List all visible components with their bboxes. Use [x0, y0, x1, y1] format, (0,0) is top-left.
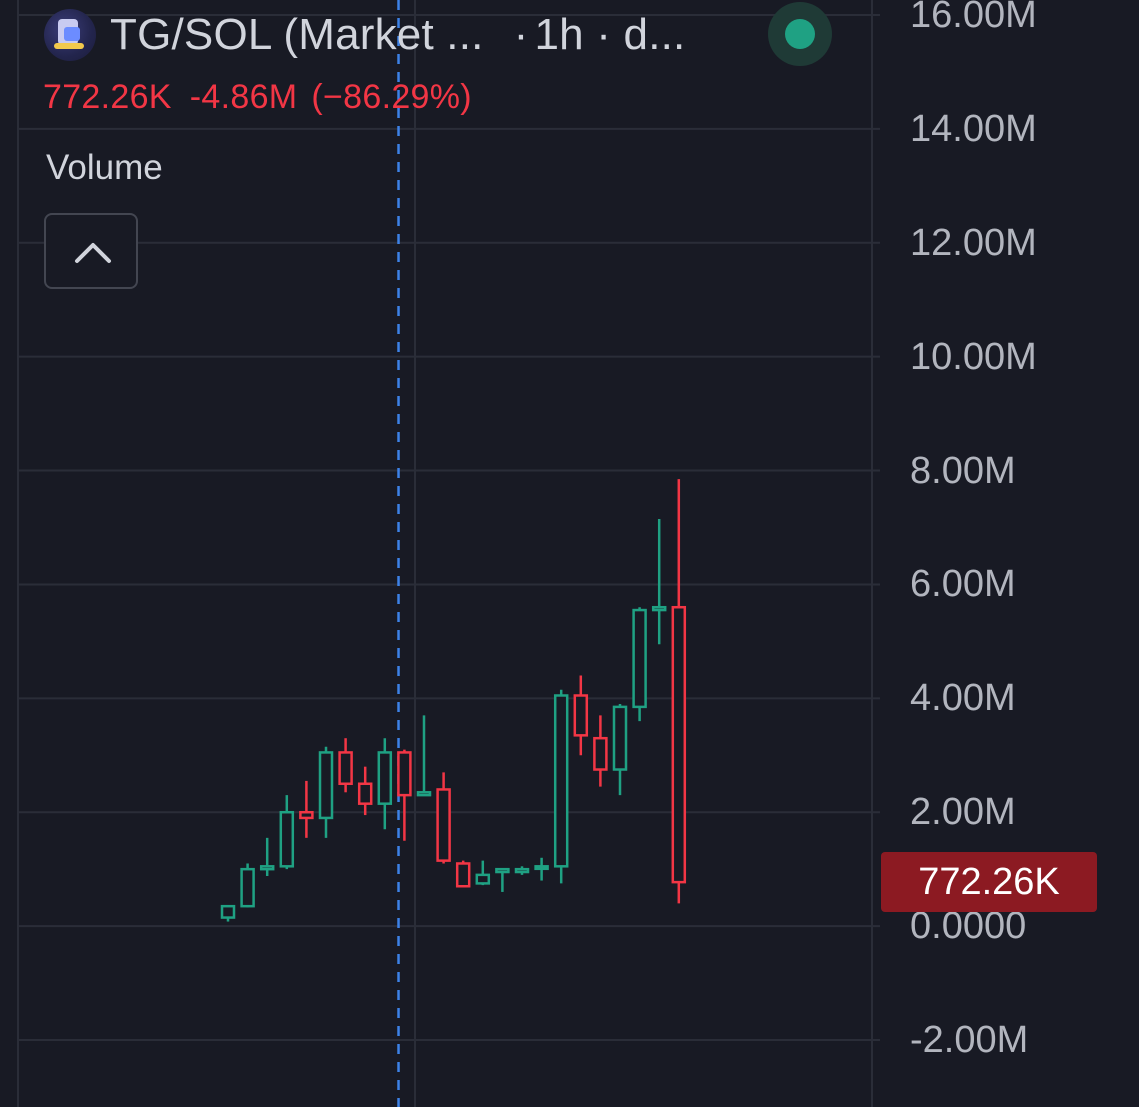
candle-body-up: [259, 865, 275, 871]
candle-body-up: [553, 694, 569, 868]
candle: [377, 738, 393, 830]
candle-body-down: [436, 788, 451, 862]
candle: [534, 857, 549, 881]
candle: [397, 749, 412, 841]
candle: [553, 689, 569, 884]
y-tick-label: 0.0000: [910, 905, 1027, 948]
candle: [259, 837, 275, 876]
candle-body-down: [671, 605, 687, 884]
symbol-header[interactable]: TG/SOL (Market ... · 1h · d...: [44, 6, 685, 64]
candle: [299, 780, 314, 838]
candle-body-down: [338, 751, 353, 785]
candle: [514, 866, 530, 875]
candle: [220, 904, 236, 922]
symbol-name: TG/SOL (Market ...: [110, 10, 484, 59]
y-tick-label: 12.00M: [910, 221, 1037, 264]
exchange-abbrev: d...: [623, 10, 686, 59]
candle-body-up: [495, 867, 510, 874]
candle: [651, 518, 667, 645]
price-change-percent: (−86.29%): [311, 78, 472, 116]
grid-lines: [18, 14, 880, 1041]
y-tick-label: 6.00M: [910, 563, 1016, 606]
candle: [436, 772, 451, 864]
token-logo-icon: [44, 9, 96, 61]
candle: [318, 746, 334, 838]
candle-body-up: [534, 865, 549, 871]
candle: [357, 766, 373, 816]
y-tick-label: 14.00M: [910, 107, 1037, 150]
candle: [495, 867, 510, 892]
candle-body-down: [357, 782, 373, 805]
candle: [632, 607, 647, 722]
candle: [455, 860, 471, 888]
candle-body-up: [318, 751, 334, 820]
chevron-up-icon: [75, 243, 111, 263]
candle-body-up: [279, 810, 295, 868]
candle-body-down: [593, 736, 608, 771]
candle-body-up: [612, 705, 628, 771]
price-change-row: 772.26K -4.86M (−86.29%): [43, 78, 472, 117]
candle-body-down: [397, 751, 412, 797]
candle-body-up: [514, 867, 530, 874]
candle: [240, 863, 255, 908]
interval: 1h: [534, 10, 584, 59]
candle-body-up: [475, 873, 491, 885]
market-open-dot-icon: [785, 19, 815, 49]
collapse-indicators-button[interactable]: [44, 213, 138, 289]
candle: [612, 704, 628, 796]
separator: ·: [513, 10, 529, 59]
candle-body-up: [240, 867, 255, 908]
candle: [573, 675, 589, 756]
y-tick-label: 2.00M: [910, 791, 1016, 834]
last-price: 772.26K: [43, 78, 172, 116]
y-tick-label: 4.00M: [910, 677, 1016, 720]
candle: [671, 479, 687, 904]
candle: [279, 795, 295, 870]
candle: [475, 860, 491, 886]
candle-body-down: [455, 862, 471, 888]
last-price-axis-label: 772.26K: [881, 852, 1097, 912]
candle: [338, 738, 353, 793]
candle-body-up: [632, 608, 647, 709]
y-tick-label: 10.00M: [910, 335, 1037, 378]
market-status-indicator[interactable]: [768, 2, 832, 66]
candle-body-up: [416, 791, 432, 797]
symbol-title[interactable]: TG/SOL (Market ... · 1h · d...: [110, 10, 685, 60]
candle-body-up: [220, 904, 236, 919]
y-tick-label: -2.00M: [910, 1019, 1029, 1061]
candle: [593, 715, 608, 787]
candle-body-down: [299, 810, 314, 820]
candle-body-up: [377, 751, 393, 805]
candle-body-down: [573, 694, 589, 737]
candle: [416, 715, 432, 797]
separator: ·: [596, 10, 612, 59]
y-tick-label: 8.00M: [910, 449, 1016, 492]
volume-indicator-label[interactable]: Volume: [46, 148, 163, 187]
candle-body-up: [651, 605, 667, 612]
price-change: -4.86M: [189, 78, 298, 116]
y-tick-label: 16.00M: [910, 0, 1037, 36]
